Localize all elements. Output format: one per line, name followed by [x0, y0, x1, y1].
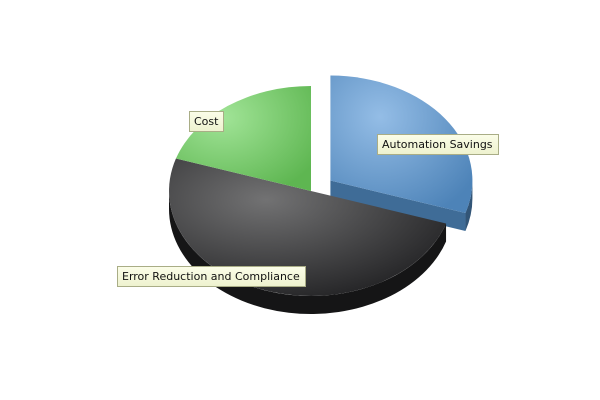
slice-label-automation-savings: Automation Savings	[377, 134, 499, 155]
slice-error-reduction-and-compliance	[169, 158, 447, 296]
slice-side-automation-savings	[465, 180, 473, 232]
slice-label-error-reduction-and-compliance: Error Reduction and Compliance	[117, 266, 306, 287]
slice-cost	[175, 86, 311, 191]
slice-cut-face	[330, 180, 466, 232]
slice-label-cost: Cost	[189, 111, 225, 132]
